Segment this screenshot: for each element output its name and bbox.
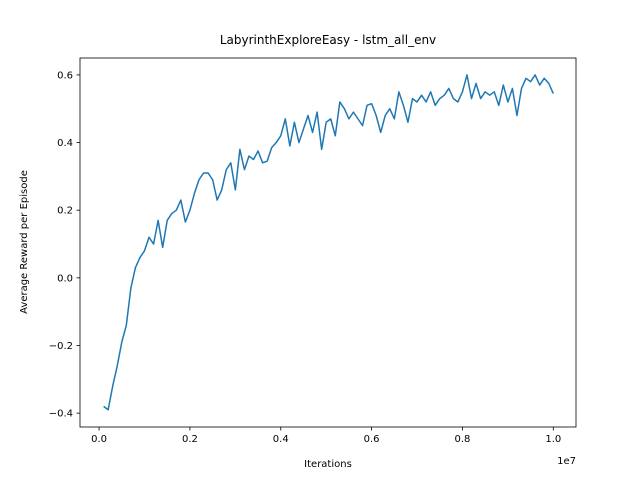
x-tick-label: 0.2: [182, 434, 198, 445]
x-tick-label: 0.6: [364, 434, 380, 445]
y-tick-label: 0.6: [57, 70, 73, 81]
line-series: [103, 74, 554, 411]
y-tick-label: 0.4: [57, 138, 73, 149]
x-tick-label: 1.0: [545, 434, 561, 445]
y-tick-label: 0.0: [57, 273, 73, 284]
plot-frame: [79, 57, 577, 428]
y-tick-label: 0.2: [57, 206, 73, 217]
y-tick-label: −0.4: [49, 409, 73, 420]
x-tick-label: 0.4: [273, 434, 289, 445]
y-axis-label: Average Reward per Episode: [19, 170, 30, 314]
x-axis-label: Iterations: [304, 459, 352, 470]
x-tick-label: 0.8: [454, 434, 470, 445]
chart-title: LabyrinthExploreEasy - lstm_all_env: [220, 33, 436, 47]
x-tick-label: 0.0: [91, 434, 107, 445]
x-offset-label: 1e7: [557, 456, 576, 467]
y-tick-label: −0.2: [49, 341, 73, 352]
